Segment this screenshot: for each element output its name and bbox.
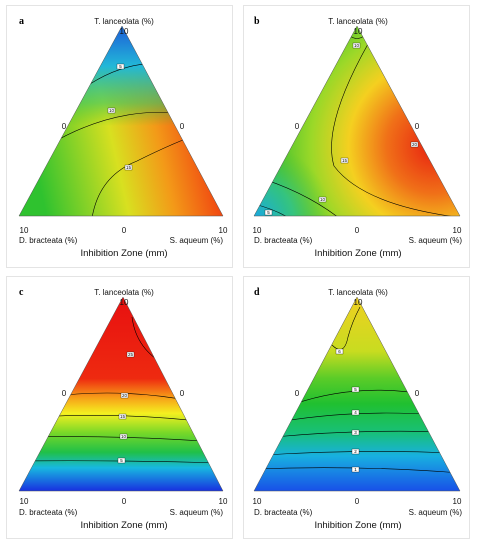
- svg-text:10: 10: [354, 43, 360, 48]
- ternary-plot-d: 6 5 4 3 2 1 d T. lanceolata (%) 10 0 0 1…: [253, 287, 463, 531]
- contour-label-c-25: 25: [126, 351, 135, 358]
- svg-text:15: 15: [342, 158, 348, 163]
- axis-title-right: S. aqueum (%): [409, 508, 463, 517]
- tick-bottom-right: 10: [453, 497, 462, 506]
- svg-text:10: 10: [320, 197, 326, 202]
- tick-top: 10: [120, 27, 129, 36]
- panel-letter-b: b: [254, 16, 260, 27]
- tick-top: 10: [354, 27, 363, 36]
- axis-title-left: D. bracteata (%): [19, 508, 78, 517]
- panel-letter-a: a: [19, 16, 24, 27]
- tick-right-mid: 0: [415, 389, 420, 398]
- contour-label-b-20: 20: [410, 141, 419, 148]
- tick-right-mid: 0: [415, 122, 420, 131]
- contour-label-c-20: 20: [120, 392, 129, 399]
- tick-right-mid: 0: [180, 389, 185, 398]
- tick-bottom-right: 10: [219, 497, 228, 506]
- contour-label-b-10-top: 10: [352, 42, 361, 49]
- svg-text:3: 3: [354, 430, 357, 435]
- contour-label-d-5: 5: [351, 386, 360, 393]
- contour-label-d-1: 1: [351, 466, 360, 473]
- svg-text:15: 15: [120, 414, 126, 419]
- contour-label-b-15: 15: [340, 157, 349, 164]
- svg-text:5: 5: [267, 210, 270, 215]
- contour-label-d-6: 6: [335, 348, 344, 355]
- tick-bottom-mid: 0: [355, 226, 360, 235]
- panel-letter-c: c: [19, 287, 24, 298]
- axis-title-right: S. aqueum (%): [409, 236, 463, 245]
- axis-title-left: D. bracteata (%): [254, 236, 313, 245]
- svg-text:20: 20: [122, 393, 128, 398]
- axis-title-top: T. lanceolata (%): [328, 288, 388, 297]
- contour-label-c-10: 10: [119, 433, 128, 440]
- svg-text:4: 4: [354, 410, 357, 415]
- tick-right-mid: 0: [180, 122, 185, 131]
- ternary-plot-a: 5 10 15 a T. lanceolata (%) 10 0 0 10 0 …: [18, 16, 228, 259]
- axis-title-top: T. lanceolata (%): [328, 17, 388, 26]
- contour-label-c-5: 5: [117, 457, 126, 464]
- x-axis-title: Inhibition Zone (mm): [314, 520, 401, 531]
- svg-text:20: 20: [412, 142, 418, 147]
- contour-label-a-5: 5: [116, 63, 125, 70]
- ternary-plot-c: 25 20 15 10 5 c T. lanceolata (%) 10 0 0…: [18, 287, 228, 531]
- svg-text:25: 25: [128, 352, 134, 357]
- chart-panel-b: 10 5 10 15 20 b T. lanceolata (%) 10 0 0…: [243, 5, 470, 268]
- x-axis-title: Inhibition Zone (mm): [80, 248, 167, 259]
- panel-letter-d: d: [254, 287, 260, 298]
- contour-label-d-3: 3: [351, 429, 360, 436]
- svg-text:5: 5: [119, 64, 122, 69]
- svg-text:2: 2: [354, 449, 357, 454]
- chart-panel-d: 6 5 4 3 2 1 d T. lanceolata (%) 10 0 0 1…: [243, 276, 470, 539]
- svg-text:10: 10: [109, 108, 115, 113]
- svg-text:15: 15: [126, 165, 132, 170]
- tick-top: 10: [354, 298, 363, 307]
- contour-label-c-15: 15: [118, 413, 127, 420]
- contour-label-b-10: 10: [318, 196, 327, 203]
- tick-left-mid: 0: [295, 389, 300, 398]
- tick-left-mid: 0: [62, 122, 67, 131]
- tick-bottom-right: 10: [219, 226, 228, 235]
- tick-bottom-left: 10: [253, 497, 262, 506]
- x-axis-title: Inhibition Zone (mm): [314, 248, 401, 259]
- axis-title-left: D. bracteata (%): [254, 508, 313, 517]
- chart-panel-c: 25 20 15 10 5 c T. lanceolata (%) 10 0 0…: [6, 276, 233, 539]
- tick-bottom-left: 10: [253, 226, 262, 235]
- ternary-plot-b: 10 5 10 15 20 b T. lanceolata (%) 10 0 0…: [253, 16, 463, 259]
- tick-bottom-left: 10: [20, 497, 29, 506]
- tick-left-mid: 0: [295, 122, 300, 131]
- contour-label-a-10: 10: [107, 107, 116, 114]
- svg-text:5: 5: [354, 387, 357, 392]
- axis-title-left: D. bracteata (%): [19, 236, 78, 245]
- x-axis-title: Inhibition Zone (mm): [80, 520, 167, 531]
- tick-bottom-mid: 0: [122, 497, 127, 506]
- tick-bottom-mid: 0: [355, 497, 360, 506]
- chart-panel-a: 5 10 15 a T. lanceolata (%) 10 0 0 10 0 …: [6, 5, 233, 268]
- contour-label-b-5: 5: [264, 209, 273, 216]
- svg-text:10: 10: [121, 434, 127, 439]
- axis-title-right: S. aqueum (%): [170, 236, 224, 245]
- svg-text:6: 6: [338, 349, 341, 354]
- axis-title-top: T. lanceolata (%): [94, 288, 154, 297]
- contour-label-a-15: 15: [124, 164, 133, 171]
- tick-bottom-mid: 0: [122, 226, 127, 235]
- tick-bottom-left: 10: [20, 226, 29, 235]
- svg-text:1: 1: [354, 467, 357, 472]
- axis-title-top: T. lanceolata (%): [94, 17, 154, 26]
- tick-bottom-right: 10: [453, 226, 462, 235]
- svg-text:5: 5: [120, 458, 123, 463]
- tick-left-mid: 0: [62, 389, 67, 398]
- contour-label-d-2: 2: [351, 448, 360, 455]
- axis-title-right: S. aqueum (%): [170, 508, 224, 517]
- tick-top: 10: [120, 298, 129, 307]
- contour-label-d-4: 4: [351, 409, 360, 416]
